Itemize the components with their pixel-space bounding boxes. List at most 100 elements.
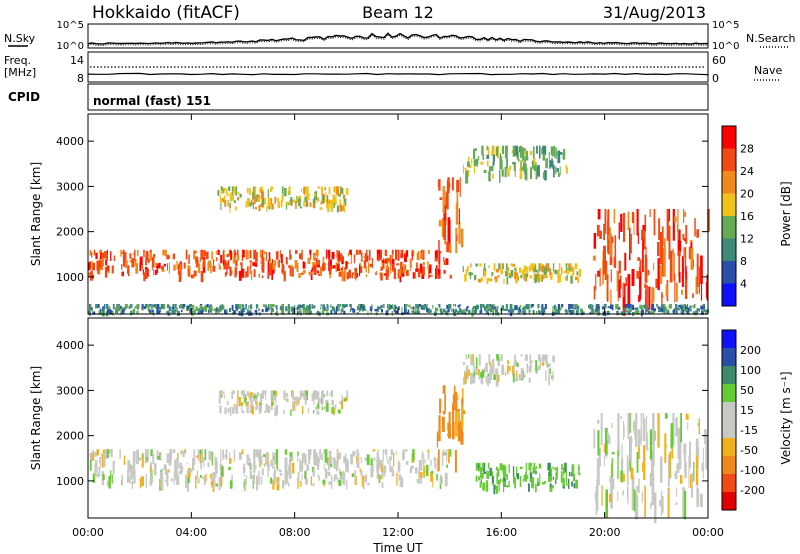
echo-cell: [443, 210, 447, 240]
echo-cell: [229, 202, 231, 209]
echo-cell: [125, 260, 128, 268]
echo-cell: [692, 311, 695, 315]
echo-cell: [548, 372, 550, 380]
echo-cell: [514, 305, 517, 311]
echo-cell: [379, 459, 383, 469]
echo-cell: [141, 476, 144, 486]
echo-cell: [325, 249, 327, 259]
echo-cell: [686, 304, 689, 310]
echo-cell: [276, 481, 279, 485]
echo-cell: [455, 412, 458, 437]
echo-cell: [164, 249, 167, 257]
echo-cell: [541, 307, 544, 312]
echo-cell: [513, 476, 515, 484]
echo-cell: [109, 310, 112, 315]
echo-cell: [523, 159, 525, 163]
echo-cell: [659, 499, 663, 507]
echo-cell: [298, 198, 301, 207]
echo-cell: [231, 407, 235, 414]
echo-cell: [480, 372, 483, 378]
echo-cell: [133, 308, 136, 313]
echo-cell: [179, 261, 182, 266]
echo-cell: [364, 305, 366, 310]
echo-cell: [650, 502, 652, 509]
echo-cell: [526, 475, 529, 479]
echo-cell: [559, 152, 563, 155]
echo-cell: [634, 420, 637, 440]
echo-cell: [416, 304, 419, 309]
echo-cell: [593, 233, 597, 249]
echo-cell: [386, 273, 389, 277]
echo-cell: [535, 368, 538, 374]
echo-cell: [508, 464, 510, 473]
echo-cell: [238, 271, 242, 281]
echo-cell: [531, 360, 534, 363]
echo-cell: [284, 449, 287, 455]
echo-cell: [610, 477, 613, 509]
echo-cell: [361, 305, 364, 312]
echo-cell: [380, 249, 383, 259]
echo-cell: [489, 369, 493, 380]
echo-cell: [355, 249, 359, 255]
echo-cell: [465, 365, 469, 375]
echo-cell: [682, 233, 685, 240]
echo-cell: [311, 304, 313, 309]
echo-cell: [152, 304, 156, 308]
echo-cell: [631, 211, 634, 224]
echo-cell: [535, 310, 538, 314]
echo-cell: [398, 474, 402, 481]
echo-cell: [136, 449, 139, 463]
echo-cell: [491, 150, 493, 157]
echo-cell: [661, 294, 664, 298]
echo-cell: [415, 307, 417, 311]
echo-cell: [564, 309, 568, 312]
echo-cell: [404, 304, 406, 310]
echo-cell: [253, 395, 257, 399]
echo-cell: [462, 362, 465, 365]
echo-cell: [333, 186, 336, 193]
echo-cell: [306, 202, 309, 207]
echo-cell: [418, 250, 420, 256]
echo-cell: [705, 434, 708, 470]
echo-cell: [508, 480, 510, 488]
echo-cell: [429, 264, 432, 274]
echo-cell: [381, 470, 384, 480]
echo-cell: [151, 309, 154, 313]
echo-cell: [566, 310, 569, 314]
echo-cell: [459, 304, 461, 307]
echo-cell: [331, 390, 333, 397]
echo-cell: [517, 308, 519, 311]
echo-cell: [254, 186, 256, 196]
echo-cell: [411, 465, 414, 469]
echo-cell: [485, 362, 488, 373]
echo-cell: [223, 391, 225, 394]
echo-cell: [604, 427, 608, 456]
echo-cell: [344, 267, 346, 270]
echo-cell: [489, 467, 492, 477]
echo-cell: [297, 451, 299, 456]
echo-cell: [382, 449, 384, 463]
echo-cell: [468, 164, 472, 168]
echo-cell: [442, 411, 446, 415]
noise-search-trace: [87, 33, 708, 46]
echo-cell: [522, 269, 524, 276]
echo-cell: [679, 475, 683, 484]
echo-cell: [176, 260, 178, 270]
echo-cell: [651, 308, 653, 311]
echo-cell: [657, 306, 660, 309]
echo-cell: [602, 259, 604, 285]
echo-cell: [100, 249, 102, 259]
echo-cell: [649, 209, 651, 217]
echo-cell: [391, 249, 394, 255]
echo-cell: [272, 270, 275, 274]
echo-cell: [232, 390, 235, 394]
echo-cell: [441, 451, 444, 466]
echo-cell: [179, 462, 181, 470]
echo-cell: [218, 265, 222, 270]
echo-cell: [288, 265, 291, 268]
echo-cell: [541, 147, 543, 155]
echo-cell: [253, 193, 256, 200]
echo-cell: [436, 431, 439, 448]
echo-cell: [250, 304, 253, 309]
echo-cell: [299, 253, 302, 260]
